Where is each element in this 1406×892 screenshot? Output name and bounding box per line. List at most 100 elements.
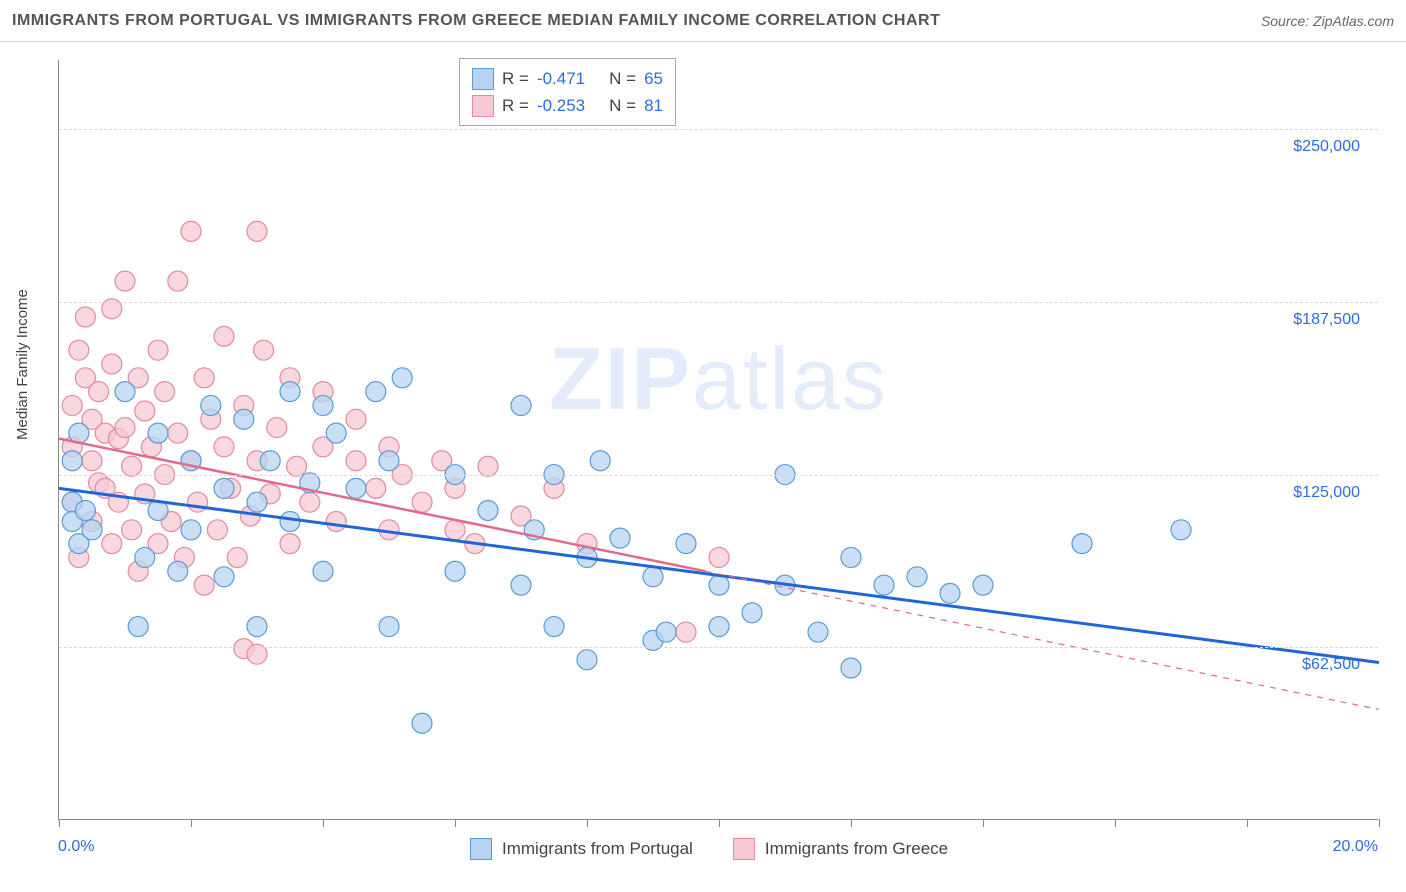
data-point — [194, 368, 214, 388]
data-point — [366, 478, 386, 498]
data-point — [148, 340, 168, 360]
data-point — [115, 418, 135, 438]
legend-stats-row: R = -0.253 N = 81 — [472, 92, 663, 119]
swatch-series-1 — [472, 68, 494, 90]
title-bar: IMMIGRANTS FROM PORTUGAL VS IMMIGRANTS F… — [0, 0, 1406, 42]
data-point — [300, 492, 320, 512]
data-point — [808, 622, 828, 642]
data-point — [973, 575, 993, 595]
y-axis-label: Median Family Income — [14, 289, 31, 440]
data-point — [511, 395, 531, 415]
data-point — [676, 622, 696, 642]
data-point — [168, 271, 188, 291]
legend-series: Immigrants from Portugal Immigrants from… — [470, 838, 948, 860]
data-point — [214, 567, 234, 587]
swatch-series-2 — [733, 838, 755, 860]
legend-stats-row: R = -0.471 N = 65 — [472, 65, 663, 92]
data-point — [874, 575, 894, 595]
n-label: N = — [609, 65, 636, 92]
data-point — [214, 326, 234, 346]
chart-title: IMMIGRANTS FROM PORTUGAL VS IMMIGRANTS F… — [12, 12, 940, 30]
y-tick-label: $250,000 — [1293, 138, 1360, 156]
x-tick — [191, 819, 192, 827]
grid-line — [59, 647, 1378, 648]
data-point — [62, 395, 82, 415]
data-point — [379, 617, 399, 637]
data-point — [69, 340, 89, 360]
data-point — [643, 567, 663, 587]
swatch-series-2 — [472, 95, 494, 117]
n-value: 81 — [644, 92, 663, 119]
data-point — [214, 478, 234, 498]
data-point — [656, 622, 676, 642]
y-tick-label: $125,000 — [1293, 484, 1360, 502]
data-point — [478, 500, 498, 520]
data-point — [260, 451, 280, 471]
data-point — [1171, 520, 1191, 540]
data-point — [577, 650, 597, 670]
data-point — [709, 575, 729, 595]
data-point — [511, 575, 531, 595]
chart-svg — [59, 60, 1378, 819]
data-point — [75, 307, 95, 327]
grid-line — [59, 475, 1378, 476]
data-point — [326, 512, 346, 532]
data-point — [346, 409, 366, 429]
data-point — [82, 520, 102, 540]
data-point — [168, 423, 188, 443]
data-point — [326, 423, 346, 443]
x-tick — [1379, 819, 1380, 827]
y-tick-label: $187,500 — [1293, 311, 1360, 329]
data-point — [207, 520, 227, 540]
data-point — [188, 492, 208, 512]
data-point — [346, 478, 366, 498]
data-point — [148, 423, 168, 443]
x-tick — [1115, 819, 1116, 827]
r-value: -0.253 — [537, 92, 585, 119]
data-point — [676, 534, 696, 554]
legend-item-label: Immigrants from Greece — [765, 839, 948, 859]
swatch-series-1 — [470, 838, 492, 860]
x-tick — [587, 819, 588, 827]
data-point — [346, 451, 366, 471]
data-point — [181, 221, 201, 241]
data-point — [62, 451, 82, 471]
data-point — [122, 520, 142, 540]
data-point — [201, 395, 221, 415]
data-point — [122, 456, 142, 476]
data-point — [392, 368, 412, 388]
r-label: R = — [502, 65, 529, 92]
x-tick — [1247, 819, 1248, 827]
grid-line — [59, 129, 1378, 130]
x-tick — [59, 819, 60, 827]
data-point — [247, 492, 267, 512]
data-point — [313, 561, 333, 581]
data-point — [445, 520, 465, 540]
data-point — [247, 617, 267, 637]
legend-item: Immigrants from Portugal — [470, 838, 693, 860]
data-point — [247, 221, 267, 241]
data-point — [214, 437, 234, 457]
data-point — [267, 418, 287, 438]
data-point — [412, 492, 432, 512]
data-point — [128, 617, 148, 637]
data-point — [89, 382, 109, 402]
data-point — [709, 547, 729, 567]
data-point — [102, 534, 122, 554]
legend-stats-box: R = -0.471 N = 65 R = -0.253 N = 81 — [459, 58, 676, 126]
data-point — [313, 395, 333, 415]
data-point — [1072, 534, 1092, 554]
x-axis-max-label: 20.0% — [1333, 838, 1378, 856]
data-point — [254, 340, 274, 360]
data-point — [280, 534, 300, 554]
legend-item: Immigrants from Greece — [733, 838, 948, 860]
data-point — [379, 451, 399, 471]
data-point — [907, 567, 927, 587]
x-axis-min-label: 0.0% — [58, 838, 94, 856]
x-tick — [455, 819, 456, 827]
x-tick — [719, 819, 720, 827]
data-point — [366, 382, 386, 402]
plot-area: ZIPatlas R = -0.471 N = 65 R = -0.253 N … — [58, 60, 1378, 820]
data-point — [412, 713, 432, 733]
r-label: R = — [502, 92, 529, 119]
